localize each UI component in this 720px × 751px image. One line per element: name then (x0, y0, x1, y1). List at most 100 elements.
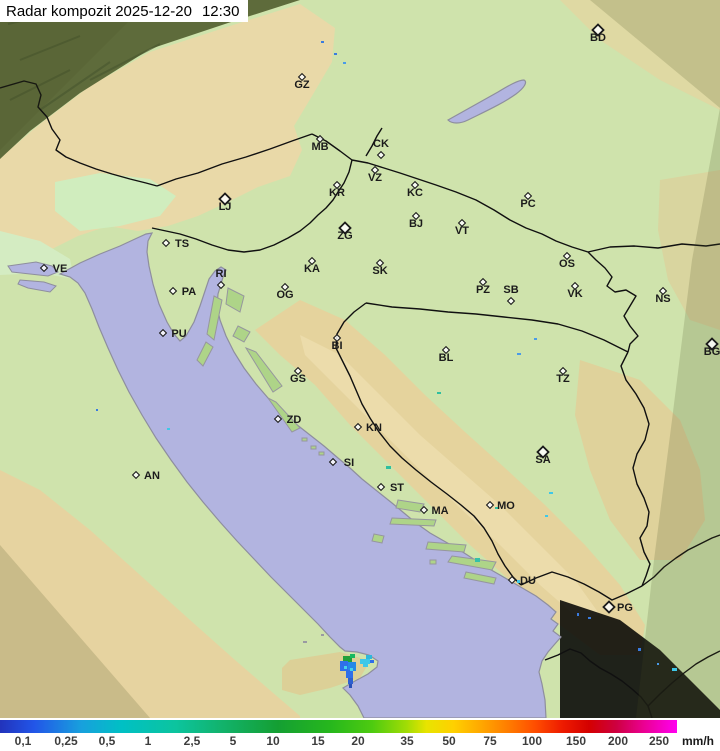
city-TS: TS (161, 238, 189, 250)
city-DU: DU (507, 575, 536, 587)
scale-label-250: 250 (648, 734, 670, 748)
city-BI: BI (332, 333, 343, 352)
echo-blob-pixel (344, 666, 347, 669)
city-BJ: BJ (409, 211, 423, 230)
unit-label: mm/h (681, 734, 715, 748)
city-marker-PA (168, 286, 178, 296)
composite-date: 2025-12-20 (115, 2, 192, 20)
scale-label-5: 5 (229, 734, 237, 748)
city-marker-RI (216, 280, 226, 290)
city-marker-SA (536, 445, 550, 459)
city-TZ: TZ (556, 366, 570, 385)
city-marker-ZG (338, 221, 352, 235)
echo-dot (167, 428, 170, 430)
city-marker-OG (280, 282, 290, 292)
city-marker-TS (161, 238, 171, 248)
city-VZ: VZ (368, 165, 382, 184)
radar-map: BD GZ MB CK VZ KR KC PC LJ ZG BJ VT TS OS VE RI KA SK PA OG… (0, 0, 720, 718)
echo-dot (638, 648, 641, 651)
echo-dot (657, 663, 659, 665)
echo-dot (672, 668, 677, 671)
city-SK: SK (372, 258, 388, 277)
echo-dot (517, 580, 520, 583)
city-PA: PA (168, 286, 197, 298)
city-label-OS: OS (559, 258, 575, 270)
city-label-PA: PA (182, 286, 197, 298)
city-marker-BD (591, 23, 605, 37)
tremiti-islands (303, 634, 324, 643)
city-VT: VT (455, 218, 469, 237)
city-marker-VZ (370, 165, 380, 175)
city-label-LJ: LJ (219, 201, 232, 213)
city-MB: MB (311, 134, 329, 153)
rain-rate-colorbar (0, 720, 677, 733)
city-marker-KA (307, 256, 317, 266)
city-marker-BI (332, 333, 342, 343)
city-marker-ST (376, 482, 386, 492)
echo-dot (577, 613, 579, 616)
radar-map-canvas: BD GZ MB CK VZ KR KC PC LJ ZG BJ VT TS OS VE RI KA SK PA OG… (0, 0, 720, 718)
composite-time: 12:30 (201, 2, 240, 20)
city-label-BI: BI (332, 340, 343, 352)
plain-friuli (55, 173, 176, 231)
city-marker-AN (131, 470, 141, 480)
scale-label-1: 1 (144, 734, 152, 748)
scale-label-35: 35 (400, 734, 414, 748)
city-label-PG: PG (617, 602, 633, 614)
terrain-forest-nw (0, 0, 300, 159)
scale-label-10: 10 (266, 734, 280, 748)
city-MA: MA (419, 505, 449, 517)
city-KR: KR (329, 180, 345, 199)
city-marker-KN (353, 422, 363, 432)
city-PG: PG (602, 600, 633, 614)
city-label-DU: DU (520, 575, 536, 587)
echo-blob-pixel (346, 670, 353, 678)
city-VK: VK (567, 281, 583, 300)
city-marker-PZ (478, 277, 488, 287)
scale-label-150: 150 (565, 734, 587, 748)
city-label-BJ: BJ (409, 218, 423, 230)
city-GS: GS (290, 366, 306, 385)
city-label-BG: BG (704, 346, 720, 358)
city-label-TZ: TZ (556, 373, 570, 385)
city-PU: PU (158, 328, 187, 340)
city-KA: KA (304, 256, 320, 275)
city-marker-SB (506, 296, 516, 306)
city-label-NS: NS (655, 293, 670, 305)
city-label-SB: SB (503, 284, 518, 296)
city-label-BL: BL (439, 352, 454, 364)
city-marker-KR (332, 180, 342, 190)
city-VE: VE (39, 263, 67, 275)
city-label-PC: PC (520, 198, 535, 210)
scale-label-2.5: 2,5 (183, 734, 201, 748)
city-label-ST: ST (390, 482, 404, 494)
city-marker-PU (158, 328, 168, 338)
echo-dot (545, 515, 548, 517)
scale-label-50: 50 (442, 734, 456, 748)
echo-blob-pixel (350, 668, 353, 671)
echo-dot (334, 53, 337, 55)
city-label-VT: VT (455, 225, 469, 237)
venice-lagoon (7, 261, 59, 293)
city-marker-MA (419, 505, 429, 515)
echo-dot (437, 392, 441, 394)
city-GZ: GZ (294, 72, 310, 91)
city-label-ZG: ZG (337, 230, 352, 242)
rain-rate-legend: 0,1 0,25 0,5 1 2,5 5 10 15 20 35 50 75 100 150 200 250 … (0, 718, 720, 751)
city-marker-VK (570, 281, 580, 291)
city-marker-SK (375, 258, 385, 268)
echo-dot (386, 466, 391, 469)
city-label-SA: SA (535, 454, 550, 466)
city-label-RI: RI (216, 268, 227, 280)
city-RI: RI (216, 268, 227, 290)
city-marker-VT (457, 218, 467, 228)
city-marker-GZ (297, 72, 307, 82)
city-marker-OS (562, 251, 572, 261)
echo-blob-pixel (343, 656, 352, 662)
city-label-KA: KA (304, 263, 320, 275)
scale-label-0.1: 0,1 (14, 734, 32, 748)
city-marker-BL (441, 345, 451, 355)
echo-dot (549, 492, 553, 494)
product-name: Radar kompozit (6, 2, 112, 20)
city-PC: PC (520, 191, 536, 210)
